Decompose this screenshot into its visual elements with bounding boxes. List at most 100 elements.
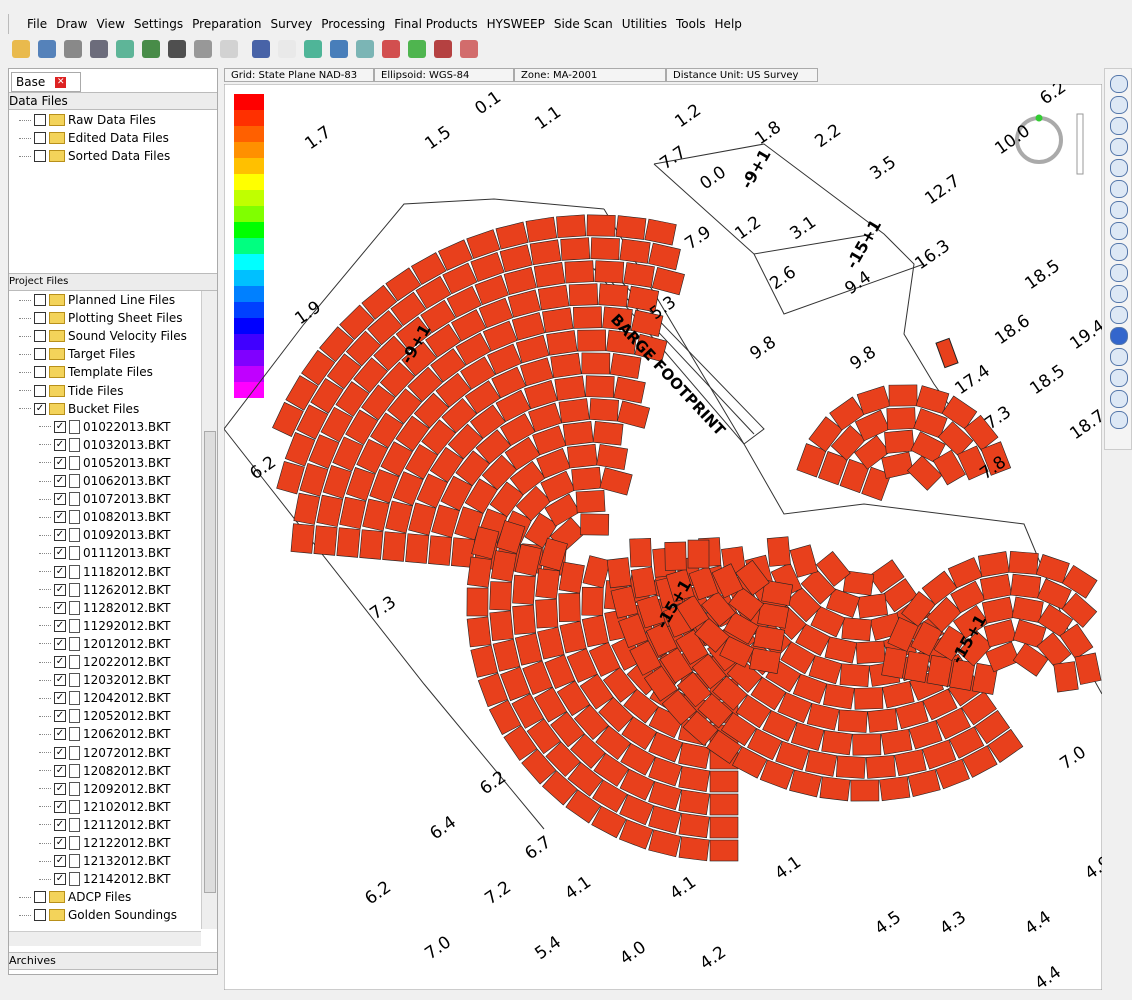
- tree-item[interactable]: Edited Data Files: [19, 129, 169, 147]
- checkbox[interactable]: [34, 150, 46, 162]
- checkbox[interactable]: ✓: [54, 746, 66, 759]
- tree-item[interactable]: Sorted Data Files: [19, 147, 170, 165]
- tool-button[interactable]: [1110, 138, 1128, 156]
- checkbox[interactable]: [34, 330, 46, 343]
- tree-item[interactable]: ✓ 01082013.BKT: [39, 508, 170, 526]
- tool-button[interactable]: [304, 40, 322, 58]
- checkbox[interactable]: ✓: [54, 565, 66, 578]
- tree-item[interactable]: Plotting Sheet Files: [19, 309, 183, 327]
- tree-item[interactable]: ✓ 12042012.BKT: [39, 689, 170, 707]
- checkbox[interactable]: [34, 348, 46, 361]
- tree-item[interactable]: Sound Velocity Files: [19, 327, 187, 345]
- checkbox[interactable]: ✓: [54, 674, 66, 687]
- menu-item[interactable]: Help: [714, 17, 742, 31]
- tree-item[interactable]: ✓ 01052013.BKT: [39, 454, 170, 472]
- tree-item[interactable]: ✓ 01062013.BKT: [39, 472, 170, 490]
- checkbox[interactable]: ✓: [54, 529, 66, 542]
- tool-button[interactable]: [1110, 96, 1128, 114]
- menu-item[interactable]: HYSWEEP: [486, 17, 545, 31]
- tool-button[interactable]: [408, 40, 426, 58]
- tool-button[interactable]: [1110, 264, 1128, 282]
- tree-item[interactable]: ✓ 11182012.BKT: [39, 563, 170, 581]
- tool-button[interactable]: [252, 40, 270, 58]
- checkbox[interactable]: ✓: [54, 710, 66, 723]
- tree-item[interactable]: ✓ 01022013.BKT: [39, 418, 170, 436]
- tree-item[interactable]: ✓ 12062012.BKT: [39, 725, 170, 743]
- tool-button[interactable]: [1110, 222, 1128, 240]
- menu-item[interactable]: Final Products: [394, 17, 478, 31]
- tool-button[interactable]: [116, 40, 134, 58]
- tree-item[interactable]: Planned Line Files: [19, 291, 175, 309]
- checkbox[interactable]: [34, 114, 46, 126]
- menu-item[interactable]: Settings: [133, 17, 184, 31]
- tree-item[interactable]: ✓ 12052012.BKT: [39, 707, 170, 725]
- menu-item[interactable]: File: [27, 17, 48, 31]
- checkbox[interactable]: ✓: [54, 656, 66, 668]
- tree-item[interactable]: Tide Files: [19, 382, 123, 400]
- zoom-slider[interactable]: [1076, 113, 1084, 175]
- menu-item[interactable]: Draw: [56, 17, 88, 31]
- tool-button[interactable]: [1110, 75, 1128, 93]
- close-icon[interactable]: ✕: [55, 77, 67, 88]
- menu-item[interactable]: Side Scan: [553, 17, 613, 31]
- tree-item[interactable]: ✓ Bucket Files: [19, 400, 139, 418]
- menu-item[interactable]: Survey: [270, 17, 313, 31]
- tree-item[interactable]: ✓ 12122012.BKT: [39, 834, 170, 852]
- tool-button[interactable]: [12, 40, 30, 58]
- tree-item[interactable]: Golden Soundings: [19, 906, 177, 924]
- tool-button[interactable]: [194, 40, 212, 58]
- checkbox[interactable]: ✓: [54, 456, 66, 469]
- tool-button[interactable]: [1110, 327, 1128, 345]
- checkbox[interactable]: ✓: [54, 475, 66, 487]
- checkbox[interactable]: ✓: [54, 800, 66, 813]
- checkbox[interactable]: ✓: [54, 583, 66, 596]
- checkbox[interactable]: [34, 366, 46, 379]
- scrollbar[interactable]: [201, 291, 217, 929]
- checkbox[interactable]: ✓: [54, 855, 66, 868]
- tree-item[interactable]: ✓ 11292012.BKT: [39, 617, 170, 635]
- tool-button[interactable]: [356, 40, 374, 58]
- tree-item[interactable]: ✓ 12132012.BKT: [39, 852, 170, 870]
- tree-item[interactable]: ✓ 11262012.BKT: [39, 581, 170, 599]
- tree-item[interactable]: ✓ 12142012.BKT: [39, 870, 170, 888]
- tree-item[interactable]: ✓ 12022012.BKT: [39, 653, 170, 671]
- tree-item[interactable]: Raw Data Files: [19, 111, 156, 129]
- tab[interactable]: Base ✕: [11, 72, 81, 92]
- checkbox[interactable]: ✓: [54, 837, 66, 849]
- checkbox[interactable]: ✓: [54, 637, 66, 650]
- tool-button[interactable]: [1110, 348, 1128, 366]
- menu-item[interactable]: Preparation: [192, 17, 262, 31]
- checkbox[interactable]: ✓: [54, 619, 66, 632]
- tree-item[interactable]: ✓ 01092013.BKT: [39, 526, 170, 544]
- tool-button[interactable]: [330, 40, 348, 58]
- tree-item[interactable]: ✓ 01112013.BKT: [39, 544, 170, 562]
- tool-button[interactable]: [1110, 411, 1128, 429]
- checkbox[interactable]: ✓: [54, 547, 66, 560]
- menu-item[interactable]: Processing: [321, 17, 386, 31]
- checkbox[interactable]: ✓: [54, 818, 66, 831]
- checkbox[interactable]: ✓: [54, 782, 66, 795]
- checkbox[interactable]: [34, 294, 46, 306]
- map-view[interactable]: 1.7 1.50.1 1.1 1.21.8 2.20.0 3.57.71.2 3.112.7…: [224, 84, 1102, 990]
- tree-item[interactable]: ✓ 12032012.BKT: [39, 671, 170, 689]
- checkbox[interactable]: ✓: [54, 728, 66, 741]
- tool-button[interactable]: [1110, 369, 1128, 387]
- checkbox[interactable]: ✓: [54, 873, 66, 886]
- menu-item[interactable]: Tools: [675, 17, 706, 31]
- checkbox[interactable]: [34, 312, 46, 325]
- tool-button[interactable]: [1110, 306, 1128, 324]
- tree-item[interactable]: ✓ 12012012.BKT: [39, 635, 170, 653]
- checkbox[interactable]: ✓: [54, 692, 66, 705]
- tool-button[interactable]: [220, 40, 238, 58]
- checkbox[interactable]: ✓: [54, 511, 66, 524]
- tree-item[interactable]: ✓ 12092012.BKT: [39, 780, 170, 798]
- tool-button[interactable]: [168, 40, 186, 58]
- checkbox[interactable]: [34, 909, 46, 922]
- tool-button[interactable]: [1110, 159, 1128, 177]
- checkbox[interactable]: ✓: [54, 601, 66, 614]
- h-scrollbar[interactable]: [9, 931, 201, 946]
- tool-button[interactable]: [1110, 180, 1128, 198]
- checkbox[interactable]: ✓: [54, 764, 66, 777]
- tool-button[interactable]: [1110, 117, 1128, 135]
- tree-item[interactable]: ✓ 11282012.BKT: [39, 599, 170, 617]
